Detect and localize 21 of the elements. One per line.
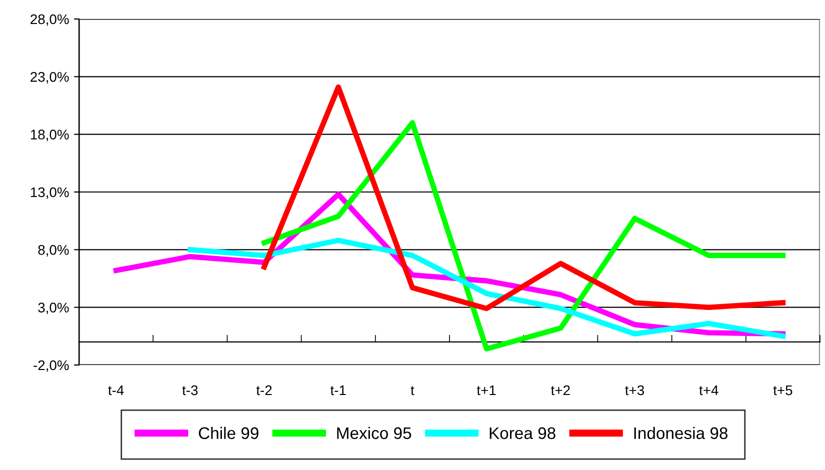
legend-label: Mexico 95 bbox=[337, 426, 412, 440]
x-tick-label: t+3 bbox=[625, 385, 644, 396]
y-tick-label: 28,0% bbox=[30, 14, 69, 26]
x-tick-label: t-2 bbox=[256, 385, 272, 396]
x-tick-label: t+5 bbox=[773, 386, 792, 396]
x-tick-label: t-1 bbox=[330, 386, 346, 396]
y-tick-label: 3,0% bbox=[38, 302, 69, 314]
y-tick-label: 18,0% bbox=[30, 130, 69, 142]
x-tick-label: t bbox=[410, 386, 414, 396]
x-tick-label: t+2 bbox=[551, 385, 570, 396]
legend-label: Chile 99 bbox=[198, 426, 258, 440]
y-tick-label: 23,0% bbox=[30, 72, 69, 84]
x-tick-label: t+4 bbox=[699, 386, 718, 396]
y-tick-label: -2,0% bbox=[34, 360, 69, 372]
y-tick-label: 8,0% bbox=[38, 245, 69, 256]
legend-label: Indonesia 98 bbox=[634, 426, 728, 440]
x-tick-label: t-3 bbox=[182, 385, 198, 396]
x-tick-label: t-4 bbox=[108, 386, 124, 396]
legend-label: Korea 98 bbox=[490, 427, 556, 440]
x-tick-label: t+1 bbox=[476, 386, 496, 396]
y-tick-label: 13,0% bbox=[30, 187, 69, 199]
